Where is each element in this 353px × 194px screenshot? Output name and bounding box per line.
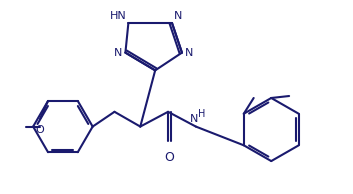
Text: O: O <box>164 151 174 164</box>
Text: HN: HN <box>110 11 126 21</box>
Text: O: O <box>36 125 44 135</box>
Text: H: H <box>198 109 205 119</box>
Text: N: N <box>114 48 122 58</box>
Text: N: N <box>190 114 198 124</box>
Text: N: N <box>185 48 193 58</box>
Text: N: N <box>174 11 183 21</box>
